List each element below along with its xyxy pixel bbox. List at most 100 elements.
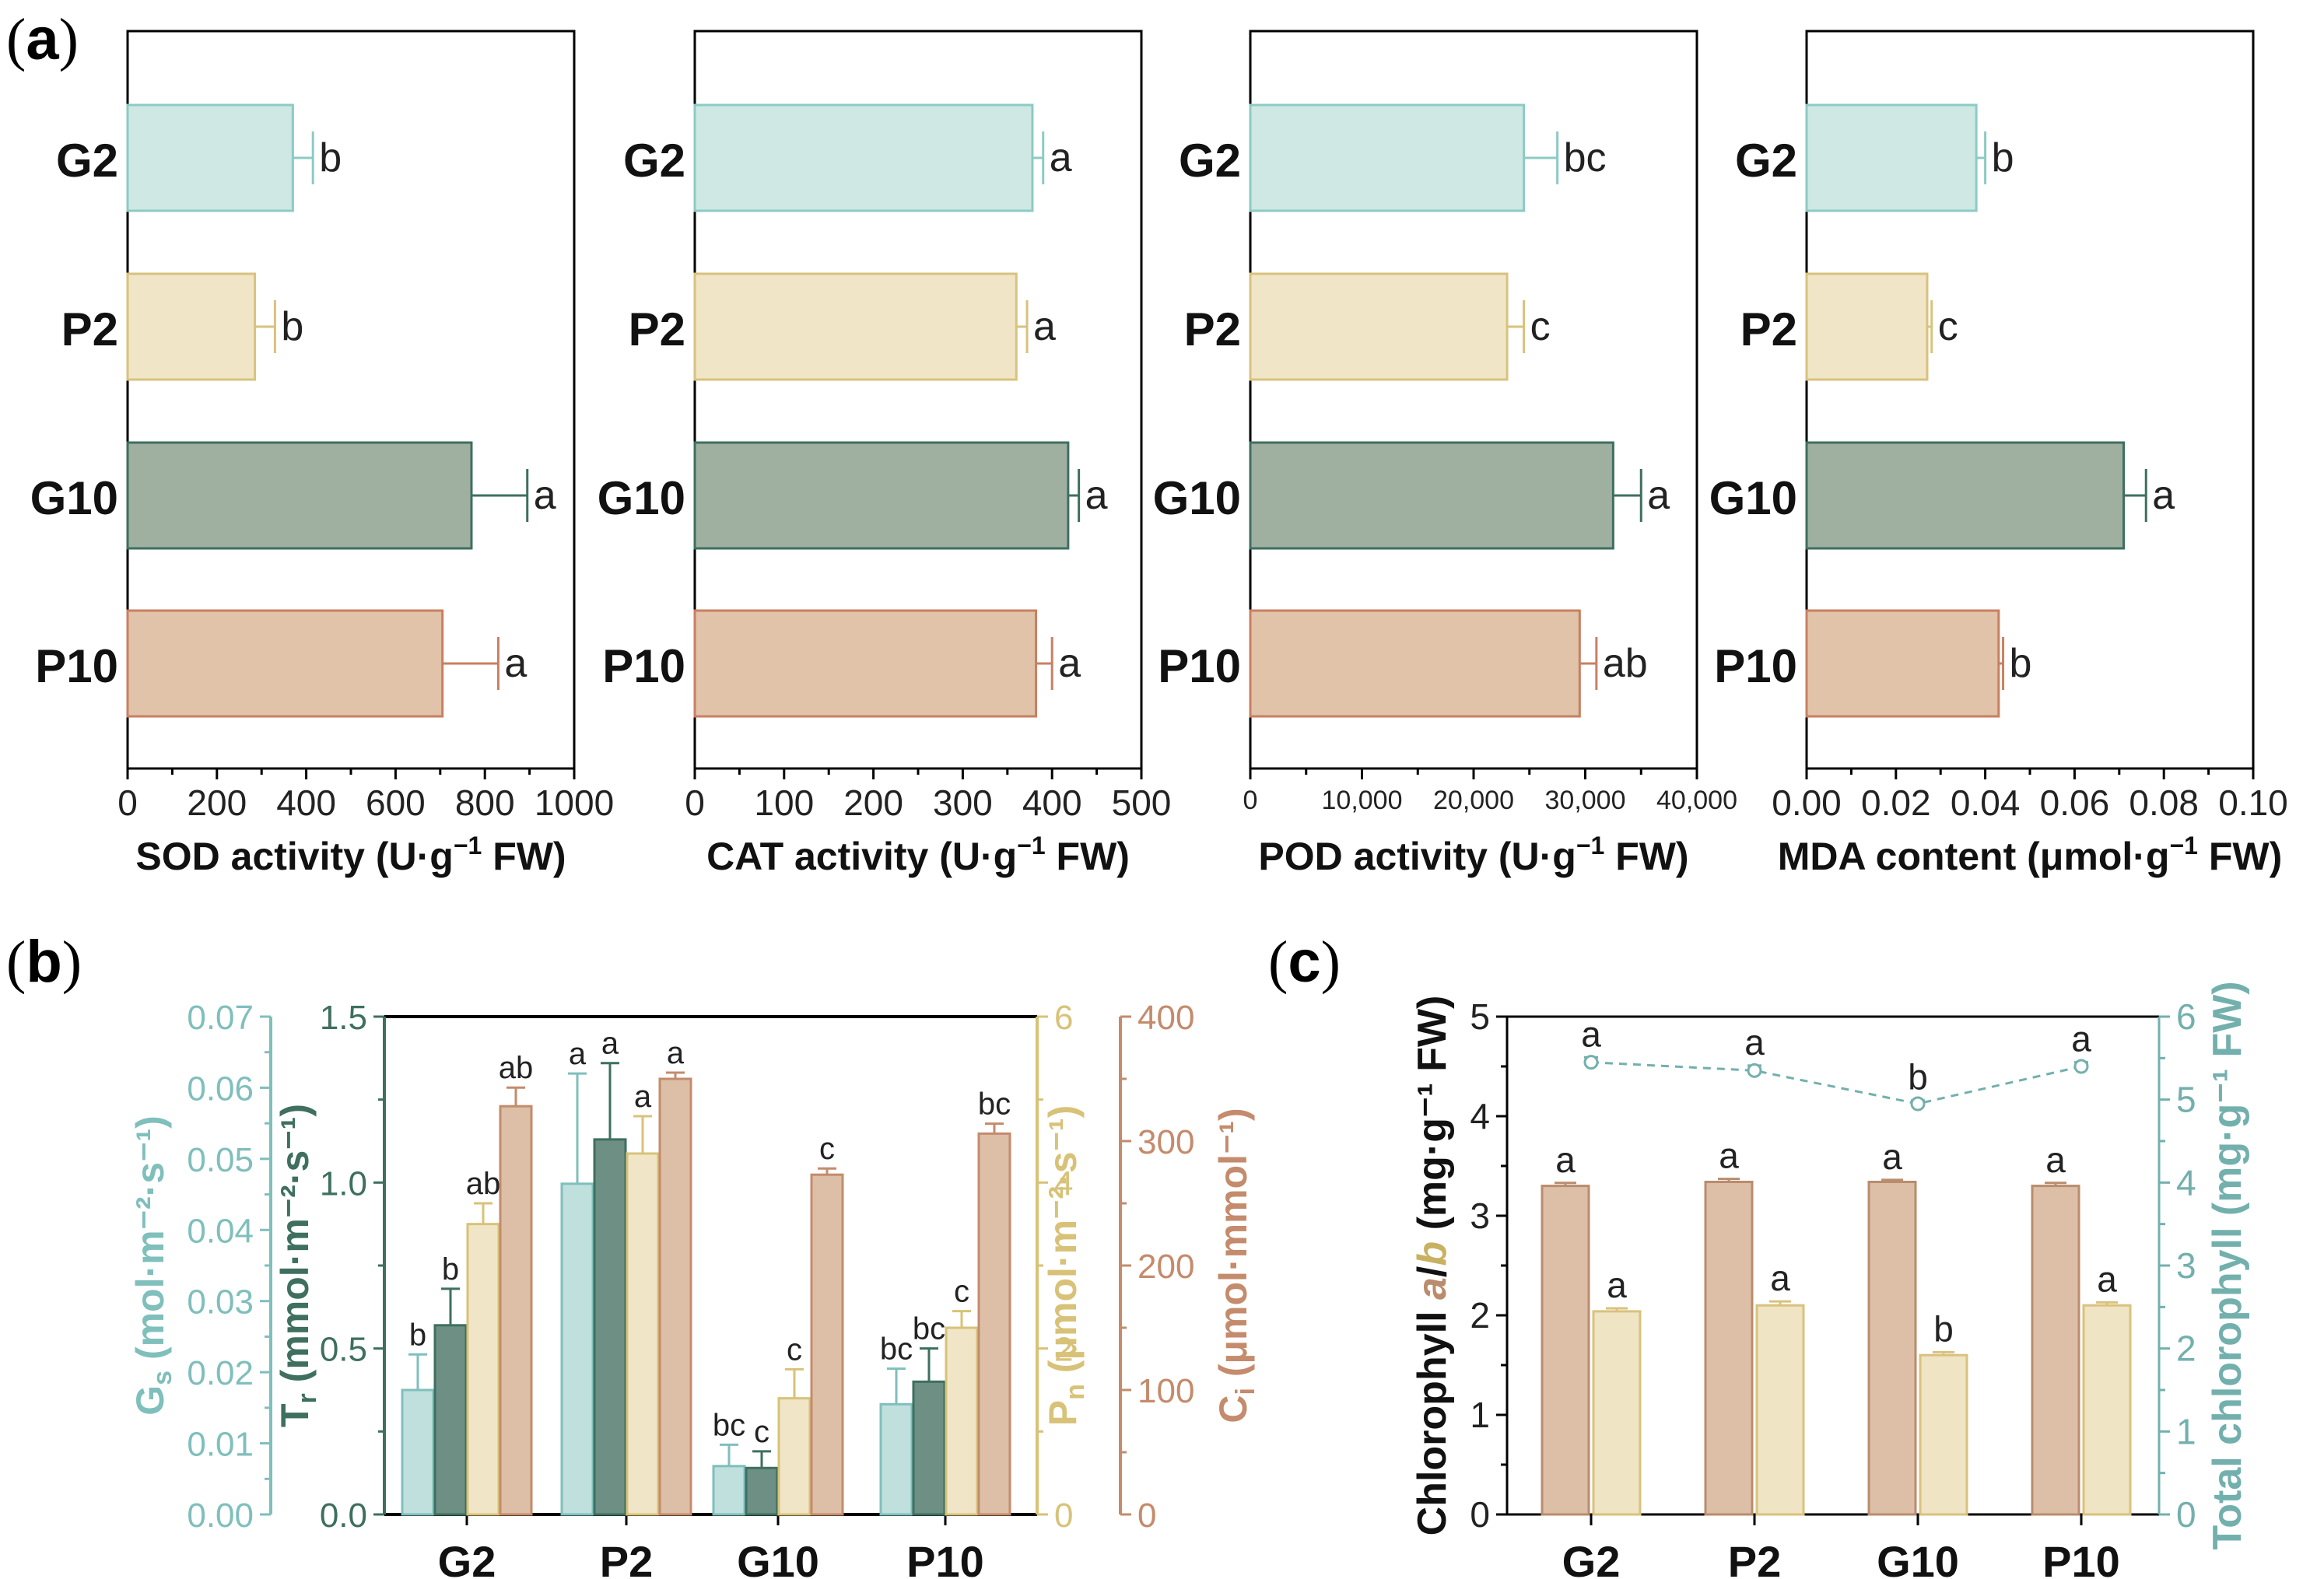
pod-sig-letter-p10: ab <box>1603 641 1648 686</box>
panel-label-b: (b) <box>6 929 82 995</box>
mda-xlabel: MDA content (μmol·g−1 FW) <box>1778 832 2282 878</box>
cat-xtick-label: 300 <box>933 782 993 823</box>
b-bar-gs-g10 <box>712 1465 746 1516</box>
cat-xlabel-unit: FW) <box>1046 835 1130 878</box>
pod-bar-g10 <box>1249 441 1614 550</box>
b-sig-letter-pn-g10: c <box>787 1332 802 1367</box>
sod-xtick-label: 1000 <box>535 782 614 823</box>
cat-xlabel-sup: −1 <box>1017 832 1045 860</box>
c-bar-chlb-p2 <box>1755 1304 1805 1516</box>
c-left-tick-label: 2 <box>1470 1295 1490 1336</box>
sod-xtick-label: 600 <box>366 782 426 823</box>
mda-sig-letter-p10: b <box>2010 641 2032 686</box>
c-total-line <box>1590 1061 2082 1105</box>
b-bar-tr-p2 <box>593 1138 627 1516</box>
pod-xtick-label: 10,000 <box>1322 786 1403 815</box>
b-axis-gs-tick-label: 0.00 <box>187 1497 254 1535</box>
panel-label-a: (a) <box>6 6 79 72</box>
mda-category-p10: P10 <box>1714 640 1797 692</box>
cat-sig-letter-g2: a <box>1050 135 1072 180</box>
pod-xlabel-text: POD activity (U·g <box>1258 835 1576 878</box>
c-sig-letter-chlb-g10: b <box>1933 1308 1954 1349</box>
b-axis-ci-tick-label: 300 <box>1137 1123 1194 1161</box>
c-sig-letter-chla-g10: a <box>1882 1136 1902 1177</box>
mda-xlabel-sup: −1 <box>2169 832 2197 860</box>
b-sig-letter-gs-g10: bc <box>713 1408 745 1442</box>
c-sig-letter-chlb-g2: a <box>1607 1265 1627 1305</box>
cat-xtick-label: 400 <box>1022 782 1082 823</box>
c-right-tick-label: 3 <box>2176 1245 2196 1286</box>
b-ylabel-ci-symbol: C <box>1211 1395 1255 1423</box>
b-ylabel-gs-symbol: G <box>128 1385 172 1416</box>
pod-category-p2: P2 <box>1184 303 1241 355</box>
c-right-tick-label: 6 <box>2176 996 2196 1037</box>
c-left-tick-label: 5 <box>1470 996 1490 1037</box>
b-sig-letter-tr-p10: bc <box>913 1312 945 1346</box>
sod-category-g2: G2 <box>56 135 118 187</box>
cat-xtick-label: 200 <box>843 782 903 823</box>
b-category-p2: P2 <box>600 1537 654 1579</box>
mda-bar-p2 <box>1805 272 1929 381</box>
pod-bar-p2 <box>1249 272 1509 381</box>
pod-xlabel: POD activity (U·g−1 FW) <box>1258 832 1688 878</box>
chart-sod-activity: b G2 b P2 a G10 a P10 0 200 400 600 800 1000 SOD activ… <box>30 30 614 878</box>
panel-label-c: (c) <box>1268 929 1341 995</box>
b-bar-pn-g10 <box>777 1397 811 1516</box>
b-bar-tr-g2 <box>433 1324 468 1516</box>
b-category-g2: G2 <box>438 1537 496 1579</box>
mda-category-g2: G2 <box>1735 135 1797 187</box>
cat-xlabel: CAT activity (U·g−1 FW) <box>706 832 1130 878</box>
sod-bar-g2 <box>126 103 294 212</box>
b-bar-ci-p10 <box>977 1132 1011 1516</box>
b-sig-letter-ci-p2: a <box>667 1036 685 1070</box>
b-sig-letter-ci-p10: bc <box>978 1087 1011 1122</box>
b-axis-pn-tick-label: 2 <box>1054 1331 1073 1369</box>
b-axis-gs-tick-label: 0.02 <box>187 1354 254 1392</box>
c-bar-chla-g2 <box>1541 1185 1590 1516</box>
c-ylabel-right: Total chlorophyll (mg·g⁻¹ FW) <box>2205 981 2250 1549</box>
c-total-sig-letter-p2: a <box>1744 1022 1765 1063</box>
c-category-g2: G2 <box>1562 1537 1621 1579</box>
sod-category-g10: G10 <box>30 472 118 524</box>
cat-sig-letter-p10: a <box>1058 641 1081 686</box>
mda-sig-letter-p2: c <box>1938 304 1958 349</box>
b-axis-tr-tick-label: 0.0 <box>320 1497 367 1535</box>
pod-bar-p10 <box>1249 609 1581 718</box>
mda-bar-g10 <box>1805 441 2126 550</box>
b-ylabel-ci-unit: (μmol·mmol⁻¹) <box>1211 1108 1255 1388</box>
b-sig-letter-tr-g10: c <box>754 1415 769 1449</box>
cat-category-p2: P2 <box>629 303 685 355</box>
sod-xlabel-unit: FW) <box>482 835 566 878</box>
b-bar-gs-p2 <box>560 1182 594 1516</box>
c-left-tick-label: 4 <box>1470 1096 1490 1136</box>
b-axis-pn-tick-label: 6 <box>1054 999 1073 1037</box>
cat-category-g2: G2 <box>623 135 685 187</box>
cat-category-g10: G10 <box>598 472 685 524</box>
b-bar-pn-p2 <box>626 1152 660 1516</box>
sod-xtick-label: 0 <box>117 782 138 823</box>
mda-xtick-label: 0.08 <box>2129 782 2199 823</box>
pod-xtick-label: 30,000 <box>1545 786 1626 815</box>
b-ylabel-gs-subscript: s <box>148 1371 177 1385</box>
b-category-p10: P10 <box>906 1537 984 1579</box>
c-ylabel-left-slash: / <box>1410 1266 1455 1277</box>
mda-xlabel-unit: FW) <box>2198 835 2282 878</box>
b-ylabel-gs: Gs (mol·m⁻²·s⁻¹) <box>128 1115 177 1416</box>
sod-bar-g10 <box>126 441 473 550</box>
b-axis-gs-tick-label: 0.04 <box>187 1212 254 1250</box>
mda-category-g10: G10 <box>1709 472 1797 524</box>
sod-xtick-label: 800 <box>455 782 515 823</box>
c-bar-chla-g10 <box>1867 1180 1917 1516</box>
pod-category-g10: G10 <box>1153 472 1241 524</box>
b-axis-tr-tick-label: 1.0 <box>320 1164 367 1203</box>
c-right-tick-label: 5 <box>2176 1080 2196 1120</box>
b-axis-gs-tick-label: 0.05 <box>187 1141 254 1179</box>
b-ylabel-ci-subscript: i <box>1231 1388 1260 1395</box>
sod-xlabel-sup: −1 <box>454 832 482 860</box>
b-ylabel-tr: Tr (mmol·m⁻²·s⁻¹) <box>273 1104 322 1427</box>
b-sig-letter-gs-p10: bc <box>880 1332 913 1367</box>
b-ylabel-ci: Ci (μmol·mmol⁻¹) <box>1211 1108 1260 1423</box>
